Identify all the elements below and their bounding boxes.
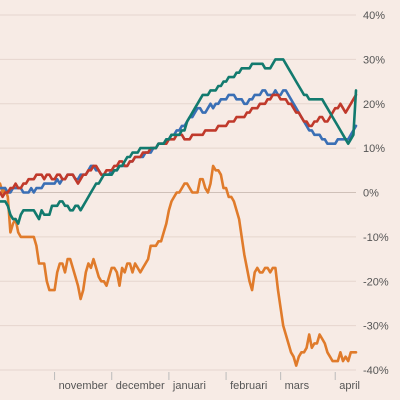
y-tick-label: 40% (363, 10, 385, 22)
x-axis: november december januari februari mars april (54, 372, 360, 392)
y-tick-label: -10% (363, 232, 389, 244)
series-line-1 (0, 164, 358, 367)
y-tick-label: 20% (363, 99, 385, 111)
y-tick-label: 30% (363, 54, 385, 66)
y-tick-label: -40% (363, 365, 389, 377)
series-layer (0, 58, 358, 367)
y-tick-label: -30% (363, 321, 389, 333)
series-line-3 (0, 93, 358, 199)
series-line-2 (0, 89, 358, 194)
x-tick-label: februari (230, 380, 267, 392)
x-tick-label: december (116, 380, 165, 392)
y-axis: 40% 30% 20% 10% 0% -10% -20% -30% -40% (363, 10, 389, 377)
x-tick-label: november (59, 380, 108, 392)
x-tick-label: januari (172, 380, 206, 392)
y-tick-label: 10% (363, 143, 385, 155)
x-tick-label: mars (285, 380, 310, 392)
y-tick-label: -20% (363, 276, 389, 288)
x-tick-label: april (339, 380, 360, 392)
y-tick-label: 0% (363, 188, 379, 200)
series-line-4 (0, 58, 358, 225)
